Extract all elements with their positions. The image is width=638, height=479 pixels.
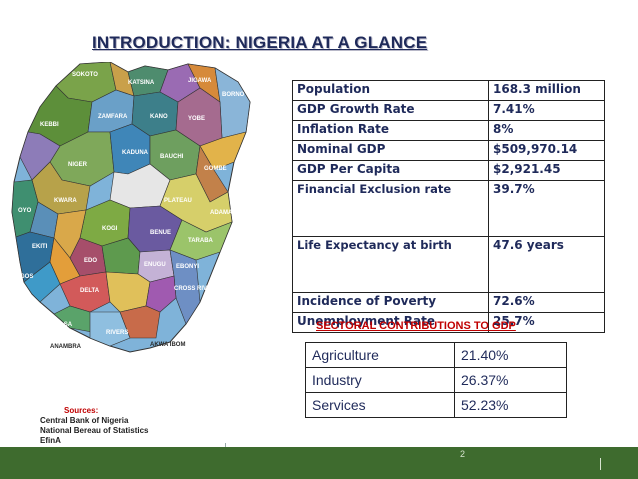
svg-text:KOGI: KOGI: [102, 226, 118, 232]
table-row: Inflation Rate 8%: [292, 120, 605, 141]
table-row: Population 168.3 million: [292, 80, 605, 101]
svg-text:ENUGU: ENUGU: [144, 262, 166, 268]
svg-text:OYO: OYO: [18, 208, 32, 214]
svg-text:ANAMBRA: ANAMBRA: [50, 344, 82, 350]
stat-label: GDP Growth Rate: [292, 100, 489, 121]
stat-label: GDP Per Capita: [292, 160, 489, 181]
sectoral-title: SECTORAL CONTRIBUTIONS TO GDP: [316, 320, 516, 332]
table-row: Incidence of Poverty 72.6%: [292, 292, 605, 313]
table-row: Life Expectancy at birth 47.6 years: [292, 236, 605, 293]
svg-text:GOMBE: GOMBE: [204, 166, 227, 172]
stat-value: 47.6 years: [488, 236, 605, 293]
stat-value: 8%: [488, 120, 605, 141]
sector-label: Industry: [305, 367, 455, 393]
svg-text:DELTA: DELTA: [80, 288, 100, 294]
table-row: GDP Per Capita $2,921.45: [292, 160, 605, 181]
stat-value: $509,970.14: [488, 140, 605, 161]
stat-value: $2,921.45: [488, 160, 605, 181]
svg-text:LAGOS: LAGOS: [12, 274, 33, 280]
svg-text:BORNO: BORNO: [222, 92, 245, 98]
svg-text:KWARA: KWARA: [54, 198, 77, 204]
svg-text:ZAMFARA: ZAMFARA: [98, 114, 128, 120]
stat-value: 25.7%: [488, 312, 605, 333]
footer-bar: [0, 447, 638, 479]
country-stats-table: Population 168.3 million GDP Growth Rate…: [292, 80, 605, 333]
source-item: Central Bank of Nigeria: [40, 416, 129, 425]
divider-mark: [225, 443, 226, 447]
svg-text:BAUCHI: BAUCHI: [160, 154, 184, 160]
table-row: GDP Growth Rate 7.41%: [292, 100, 605, 121]
table-row: Industry 26.37%: [305, 367, 567, 393]
stat-value: 72.6%: [488, 292, 605, 313]
stat-value: 39.7%: [488, 180, 605, 237]
svg-text:ADAMAWA: ADAMAWA: [210, 210, 242, 216]
sector-value: 26.37%: [454, 367, 567, 393]
svg-text:TARABA: TARABA: [188, 238, 214, 244]
table-row: Financial Exclusion rate 39.7%: [292, 180, 605, 237]
sectoral-table: Agriculture 21.40% Industry 26.37% Servi…: [305, 342, 567, 418]
stat-label: Life Expectancy at birth: [292, 236, 489, 293]
svg-text:RIVERS: RIVERS: [106, 330, 128, 336]
stat-value: 7.41%: [488, 100, 605, 121]
stat-label: Inflation Rate: [292, 120, 489, 141]
stat-label: Nominal GDP: [292, 140, 489, 161]
sources-block: Sources: Central Bank of Nigeria Nationa…: [40, 406, 148, 446]
page-number: 2: [460, 449, 466, 459]
stat-label: Incidence of Poverty: [292, 292, 489, 313]
svg-text:KATSINA: KATSINA: [128, 80, 155, 86]
table-row: Nominal GDP $509,970.14: [292, 140, 605, 161]
svg-text:PLATEAU: PLATEAU: [164, 198, 192, 204]
svg-text:CROSS RIVER: CROSS RIVER: [174, 286, 216, 292]
slide-title: INTRODUCTION: NIGERIA AT A GLANCE: [92, 33, 428, 52]
stat-label: Unemployment Rate: [292, 312, 489, 333]
source-item: EfinA: [40, 436, 61, 445]
svg-text:KEBBI: KEBBI: [40, 122, 59, 128]
source-item: National Bereau of Statistics: [40, 426, 149, 435]
svg-text:EKITI: EKITI: [32, 244, 48, 250]
stat-label: Population: [292, 80, 489, 101]
nigeria-map: SOKOTO KATSINA JIGAWA BORNO ZAMFARA KANO…: [10, 61, 252, 354]
svg-text:EDO: EDO: [84, 258, 97, 264]
svg-text:JIGAWA: JIGAWA: [188, 78, 212, 84]
svg-text:BAYELSA: BAYELSA: [44, 322, 73, 328]
table-row: Unemployment Rate 25.7%: [292, 312, 605, 333]
svg-text:SOKOTO: SOKOTO: [72, 72, 98, 78]
sources-heading: Sources:: [64, 406, 99, 415]
svg-text:AKWA IBOM: AKWA IBOM: [150, 342, 185, 348]
svg-text:YOBE: YOBE: [188, 116, 205, 122]
footer-divider: [600, 458, 601, 470]
table-row: Services 52.23%: [305, 392, 567, 418]
svg-text:EBONYI: EBONYI: [176, 264, 199, 270]
svg-text:KANO: KANO: [150, 114, 168, 120]
sector-value: 52.23%: [454, 392, 567, 418]
sector-label: Services: [305, 392, 455, 418]
svg-text:BENUE: BENUE: [150, 230, 171, 236]
sector-value: 21.40%: [454, 342, 567, 368]
svg-text:NIGER: NIGER: [68, 162, 88, 168]
stat-label: Financial Exclusion rate: [292, 180, 489, 237]
svg-text:KADUNA: KADUNA: [122, 150, 149, 156]
table-row: Agriculture 21.40%: [305, 342, 567, 368]
sector-label: Agriculture: [305, 342, 455, 368]
stat-value: 168.3 million: [488, 80, 605, 101]
